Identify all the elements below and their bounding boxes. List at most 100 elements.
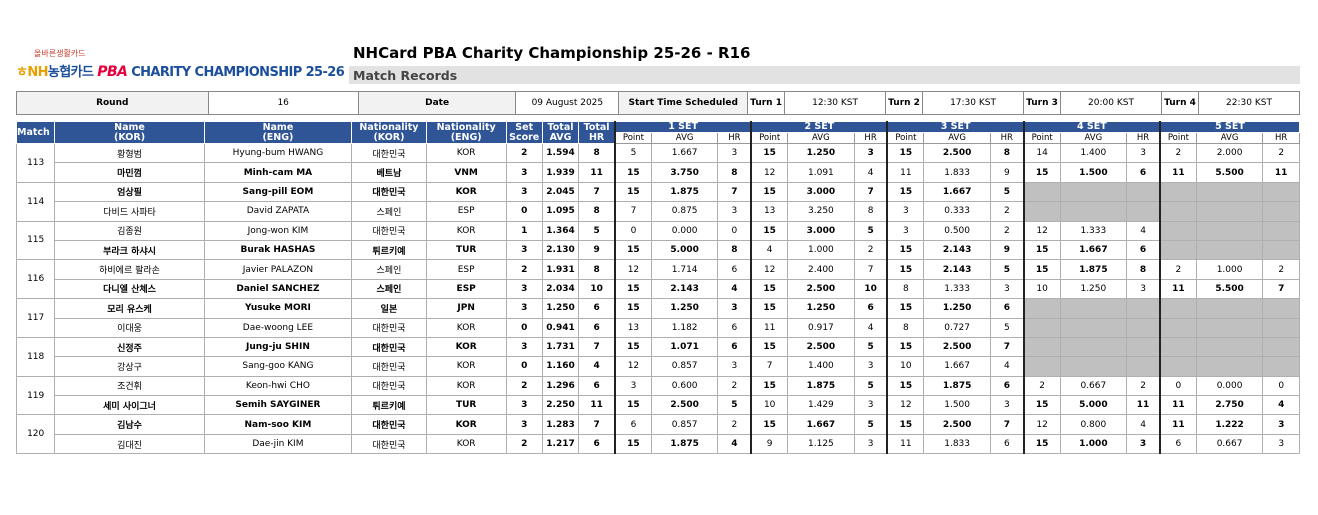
date-value: 09 August 2025 <box>515 91 620 115</box>
nationality-kor: 일본 <box>351 298 427 319</box>
set-hr: 6 <box>989 375 1025 397</box>
col-total-hr: Total HR <box>578 121 616 144</box>
col-set-3: 3 SET <box>886 121 1025 133</box>
set-score: 2 <box>505 142 543 164</box>
set-score: 1 <box>505 220 543 241</box>
set-point: 11 <box>1158 278 1197 300</box>
set-point: 15 <box>750 181 789 203</box>
set-avg: 0.857 <box>650 356 719 377</box>
set-avg: 0.333 <box>923 201 991 222</box>
set-avg: 3.250 <box>787 201 855 222</box>
set-point: 7 <box>614 201 652 222</box>
set-avg: 1.500 <box>923 395 991 416</box>
set-hr: 2 <box>989 220 1025 241</box>
player-name-eng: Yusuke MORI <box>203 298 353 319</box>
nationality-eng: KOR <box>425 433 507 455</box>
set-point: 15 <box>614 395 652 416</box>
set-hr: 3 <box>1126 142 1161 164</box>
set-avg: 1.333 <box>1059 220 1128 241</box>
player-name-kor: 황형범 <box>54 142 205 164</box>
page-header: 올바른생활카드 ㅎNH농협카드 PBA CHARITY CHAMPIONSHIP… <box>16 44 1300 86</box>
set-hr: 5 <box>989 317 1025 338</box>
set-hr: 8 <box>717 162 752 183</box>
match-number: 118 <box>15 336 56 377</box>
nationality-eng: KOR <box>425 336 507 358</box>
set-hr: 5 <box>853 220 888 241</box>
set-score: 3 <box>505 181 543 203</box>
total-avg: 1.731 <box>541 336 580 358</box>
set-avg: 1.400 <box>1059 142 1128 164</box>
player-name-kor: 다비드 사파타 <box>54 201 205 222</box>
set-avg: 2.500 <box>650 395 719 416</box>
set-hr: 3 <box>989 278 1025 300</box>
set-hr: 3 <box>853 395 888 416</box>
set-hr: 6 <box>717 259 752 280</box>
set-point: 11 <box>1158 162 1197 183</box>
nationality-eng: KOR <box>425 181 507 203</box>
set-avg: 1.000 <box>1195 259 1264 280</box>
set-point: 4 <box>750 239 789 261</box>
total-hr: 7 <box>578 414 616 435</box>
total-hr: 8 <box>578 259 616 280</box>
nationality-eng: ESP <box>425 278 507 300</box>
total-hr: 8 <box>578 201 616 222</box>
col-total-avg: Total AVG <box>541 121 580 144</box>
set-avg: 2.500 <box>923 336 991 358</box>
turn-3-label: Turn 3 <box>1022 91 1062 115</box>
player-name-kor: 조건휘 <box>54 375 205 397</box>
subcol-hr: HR <box>853 132 888 144</box>
round-value: 16 <box>207 91 359 115</box>
set-point: 10 <box>750 395 789 416</box>
player-name-kor: 김대진 <box>54 433 205 455</box>
set-point: 15 <box>886 414 925 435</box>
set-point: 12 <box>886 395 925 416</box>
player-name-eng: Daniel SANCHEZ <box>203 278 353 300</box>
total-hr: 11 <box>578 162 616 183</box>
set-avg: 1.250 <box>650 298 719 319</box>
nationality-eng: KOR <box>425 220 507 241</box>
subcol-point: Point <box>886 132 925 144</box>
set-hr-empty <box>1262 239 1300 261</box>
total-hr: 5 <box>578 220 616 241</box>
round-info-table: Round 16 Date 09 August 2025 Start Time … <box>16 91 1300 115</box>
set-point: 2 <box>1158 142 1197 164</box>
total-hr: 6 <box>578 317 616 338</box>
set-hr: 5 <box>989 181 1025 203</box>
set-hr: 7 <box>853 259 888 280</box>
set-avg: 1.091 <box>787 162 855 183</box>
player-name-eng: David ZAPATA <box>203 201 353 222</box>
set-avg: 3.000 <box>787 220 855 241</box>
subcol-point: Point <box>750 132 789 144</box>
set-point: 11 <box>1158 395 1197 416</box>
total-hr: 4 <box>578 356 616 377</box>
subcol-avg: AVG <box>1059 132 1128 144</box>
table-row: 120 김남수 Nam-soo KIM 대한민국 KOR 3 1.283 7 6 0.857 2 15… <box>15 414 1300 455</box>
match-number: 113 <box>15 143 56 183</box>
nationality-kor: 대한민국 <box>351 336 427 358</box>
set-hr: 4 <box>989 356 1025 377</box>
set-hr: 8 <box>853 201 888 222</box>
set-point: 6 <box>1158 433 1197 455</box>
set-hr: 8 <box>1126 259 1161 280</box>
set-point: 15 <box>750 336 789 358</box>
set-avg-empty <box>1059 356 1128 377</box>
player-name-kor: 세미 사이그너 <box>54 395 205 416</box>
nationality-eng: JPN <box>425 298 507 319</box>
col-set-4: 4 SET <box>1022 121 1161 133</box>
set-avg: 0.727 <box>923 317 991 338</box>
set-avg: 1.250 <box>1059 278 1128 300</box>
set-point: 14 <box>1022 142 1061 164</box>
set-point-empty <box>1158 201 1197 222</box>
set-point: 15 <box>886 336 925 358</box>
player-name-eng: Sang-pill EOM <box>203 181 353 203</box>
set-score: 2 <box>505 433 543 455</box>
set-avg: 1.222 <box>1195 414 1264 435</box>
set-hr: 8 <box>717 239 752 261</box>
set-avg-empty <box>1195 336 1264 358</box>
set-point: 15 <box>614 162 652 183</box>
set-avg: 1.833 <box>923 433 991 455</box>
turn-4-time: 22:30 KST <box>1198 91 1300 115</box>
set-hr: 4 <box>1126 414 1161 435</box>
set-hr: 0 <box>717 220 752 241</box>
subtitle-bar: Match Records <box>349 66 1300 84</box>
